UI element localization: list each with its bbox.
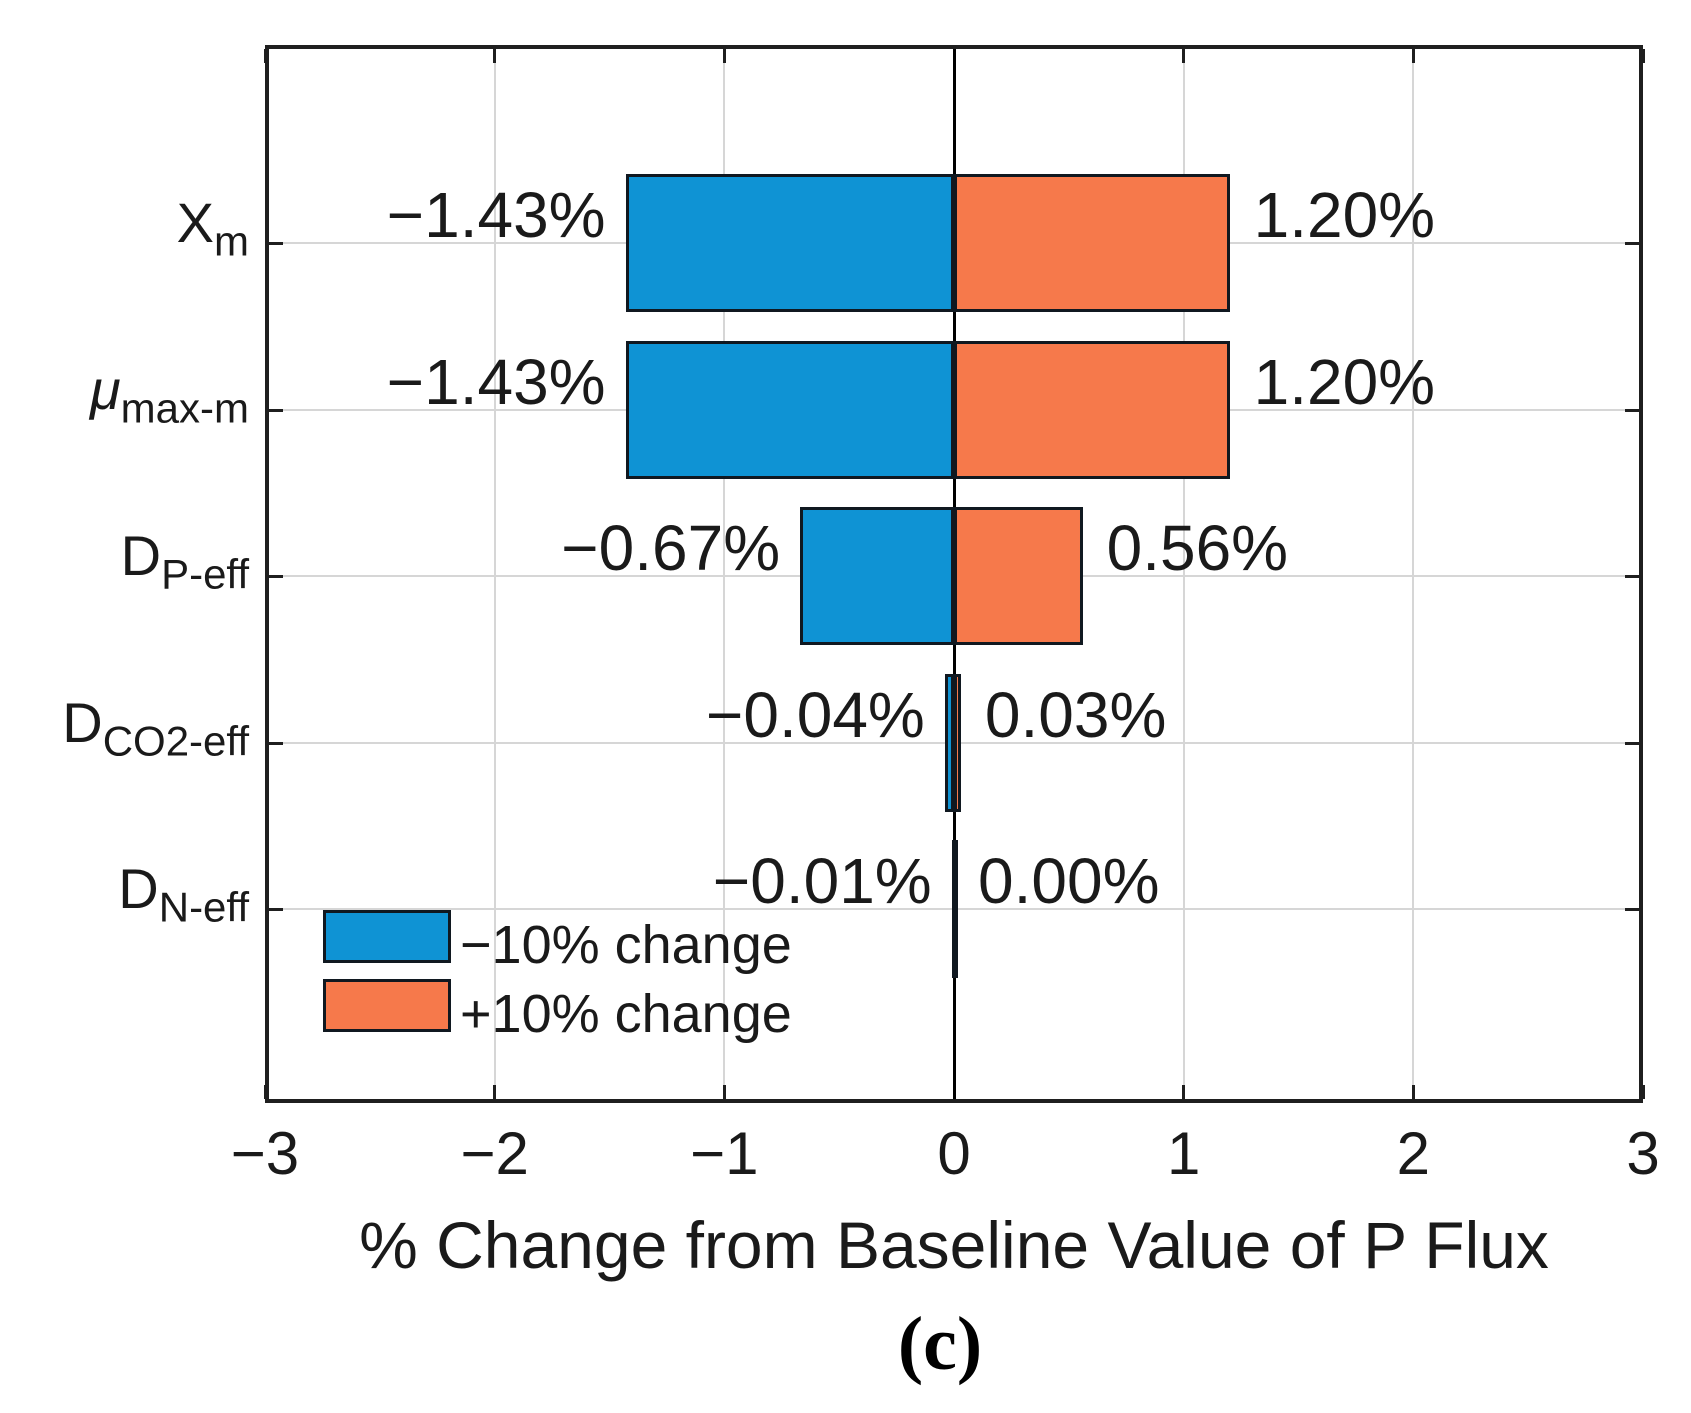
x-axis-title: % Change from Baseline Value of P Flux — [359, 1208, 1549, 1282]
bar-plus-10-mu-max-m — [954, 341, 1230, 479]
category-main-text: D — [118, 857, 159, 920]
x-tick-mark — [1411, 1085, 1415, 1099]
vertical-gridline — [493, 49, 496, 1099]
x-tick-mark — [263, 1085, 267, 1099]
x-tick-mark — [1182, 49, 1186, 63]
x-tick-mark — [493, 49, 497, 63]
x-tick-mark — [722, 1085, 726, 1099]
x-tick-mark — [263, 49, 267, 63]
y-tick-mark — [1625, 241, 1639, 245]
value-label-plus-10-DCO2-eff: 0.03% — [984, 679, 1167, 751]
x-tick-label: 3 — [1626, 1120, 1660, 1187]
y-tick-mark — [1625, 741, 1639, 745]
x-tick-mark — [1641, 49, 1645, 63]
value-label-minus-10-mu-max-m: −1.43% — [386, 346, 606, 418]
bar-plus-10-Xm — [954, 174, 1230, 312]
x-tick-mark — [493, 1085, 497, 1099]
legend-swatch-minus10 — [323, 910, 451, 963]
category-subscript-text: max-m — [120, 384, 249, 432]
category-subscript-text: m — [214, 217, 249, 265]
value-label-minus-10-DP-eff: −0.67% — [561, 512, 781, 584]
value-label-minus-10-DCO2-eff: −0.04% — [705, 679, 925, 751]
category-subscript-text: P-eff — [161, 550, 249, 598]
y-tick-mark — [269, 741, 283, 745]
bar-minus-10-DP-eff — [800, 507, 954, 645]
x-tick-mark — [1182, 1085, 1186, 1099]
x-tick-label: −2 — [460, 1120, 529, 1187]
legend-swatch-plus10 — [323, 979, 451, 1032]
x-tick-label: 1 — [1166, 1120, 1201, 1187]
x-tick-label: −3 — [230, 1120, 300, 1187]
bar-minus-10-DN-eff — [951, 840, 958, 978]
category-subscript-text: CO2-eff — [102, 717, 249, 765]
y-tick-mark — [269, 574, 283, 578]
x-tick-mark — [1411, 49, 1415, 63]
y-tick-mark — [269, 907, 283, 911]
y-tick-mark — [269, 241, 283, 245]
bar-plus-10-DP-eff — [954, 507, 1083, 645]
legend-label-plus10: +10% change — [460, 984, 792, 1044]
x-tick-label: 2 — [1396, 1120, 1431, 1187]
category-main-text: X — [176, 191, 214, 254]
y-tick-mark — [1625, 408, 1639, 412]
bar-minus-10-mu-max-m — [625, 341, 954, 479]
bar-plus-10-DCO2-eff — [954, 674, 961, 812]
bar-minus-10-DCO2-eff — [944, 674, 954, 812]
category-main-text: D — [62, 691, 103, 754]
value-label-plus-10-DP-eff: 0.56% — [1106, 512, 1289, 584]
category-label-DN-eff: DN-eff — [118, 854, 249, 942]
x-tick-label: −1 — [690, 1120, 759, 1187]
category-label-Xm: Xm — [177, 188, 249, 276]
category-main-text: μ — [89, 358, 121, 421]
y-tick-mark — [1625, 574, 1639, 578]
category-label-mu-max-m: μmax-m — [90, 355, 249, 443]
plot-area: −1.43% 1.20% −1.43% 1.20% −0.67% 0.56% −0.04% 0… — [263, 45, 1645, 1103]
y-tick-mark — [269, 408, 283, 412]
x-tick-mark — [722, 49, 726, 63]
vertical-gridline — [1412, 49, 1415, 1099]
legend-label-minus10: −10% change — [460, 915, 792, 975]
vertical-gridline — [1182, 49, 1185, 1099]
category-label-DCO2-eff: DCO2-eff — [62, 688, 249, 776]
vertical-gridline — [723, 49, 726, 1099]
value-label-plus-10-Xm: 1.20% — [1253, 179, 1436, 251]
value-label-minus-10-Xm: −1.43% — [386, 179, 606, 251]
category-label-DP-eff: DP-eff — [121, 521, 249, 609]
x-tick-mark — [1641, 1085, 1645, 1099]
category-main-text: D — [120, 524, 162, 587]
category-subscript-text: N-eff — [158, 883, 249, 931]
y-tick-mark — [1625, 907, 1639, 911]
bar-minus-10-Xm — [625, 174, 954, 312]
x-tick-label: 0 — [937, 1120, 971, 1187]
value-label-plus-10-DN-eff: 0.00% — [978, 845, 1160, 917]
figure-caption: (c) — [897, 1302, 983, 1386]
value-label-minus-10-DN-eff: −0.01% — [712, 845, 932, 917]
value-label-plus-10-mu-max-m: 1.20% — [1253, 346, 1436, 418]
